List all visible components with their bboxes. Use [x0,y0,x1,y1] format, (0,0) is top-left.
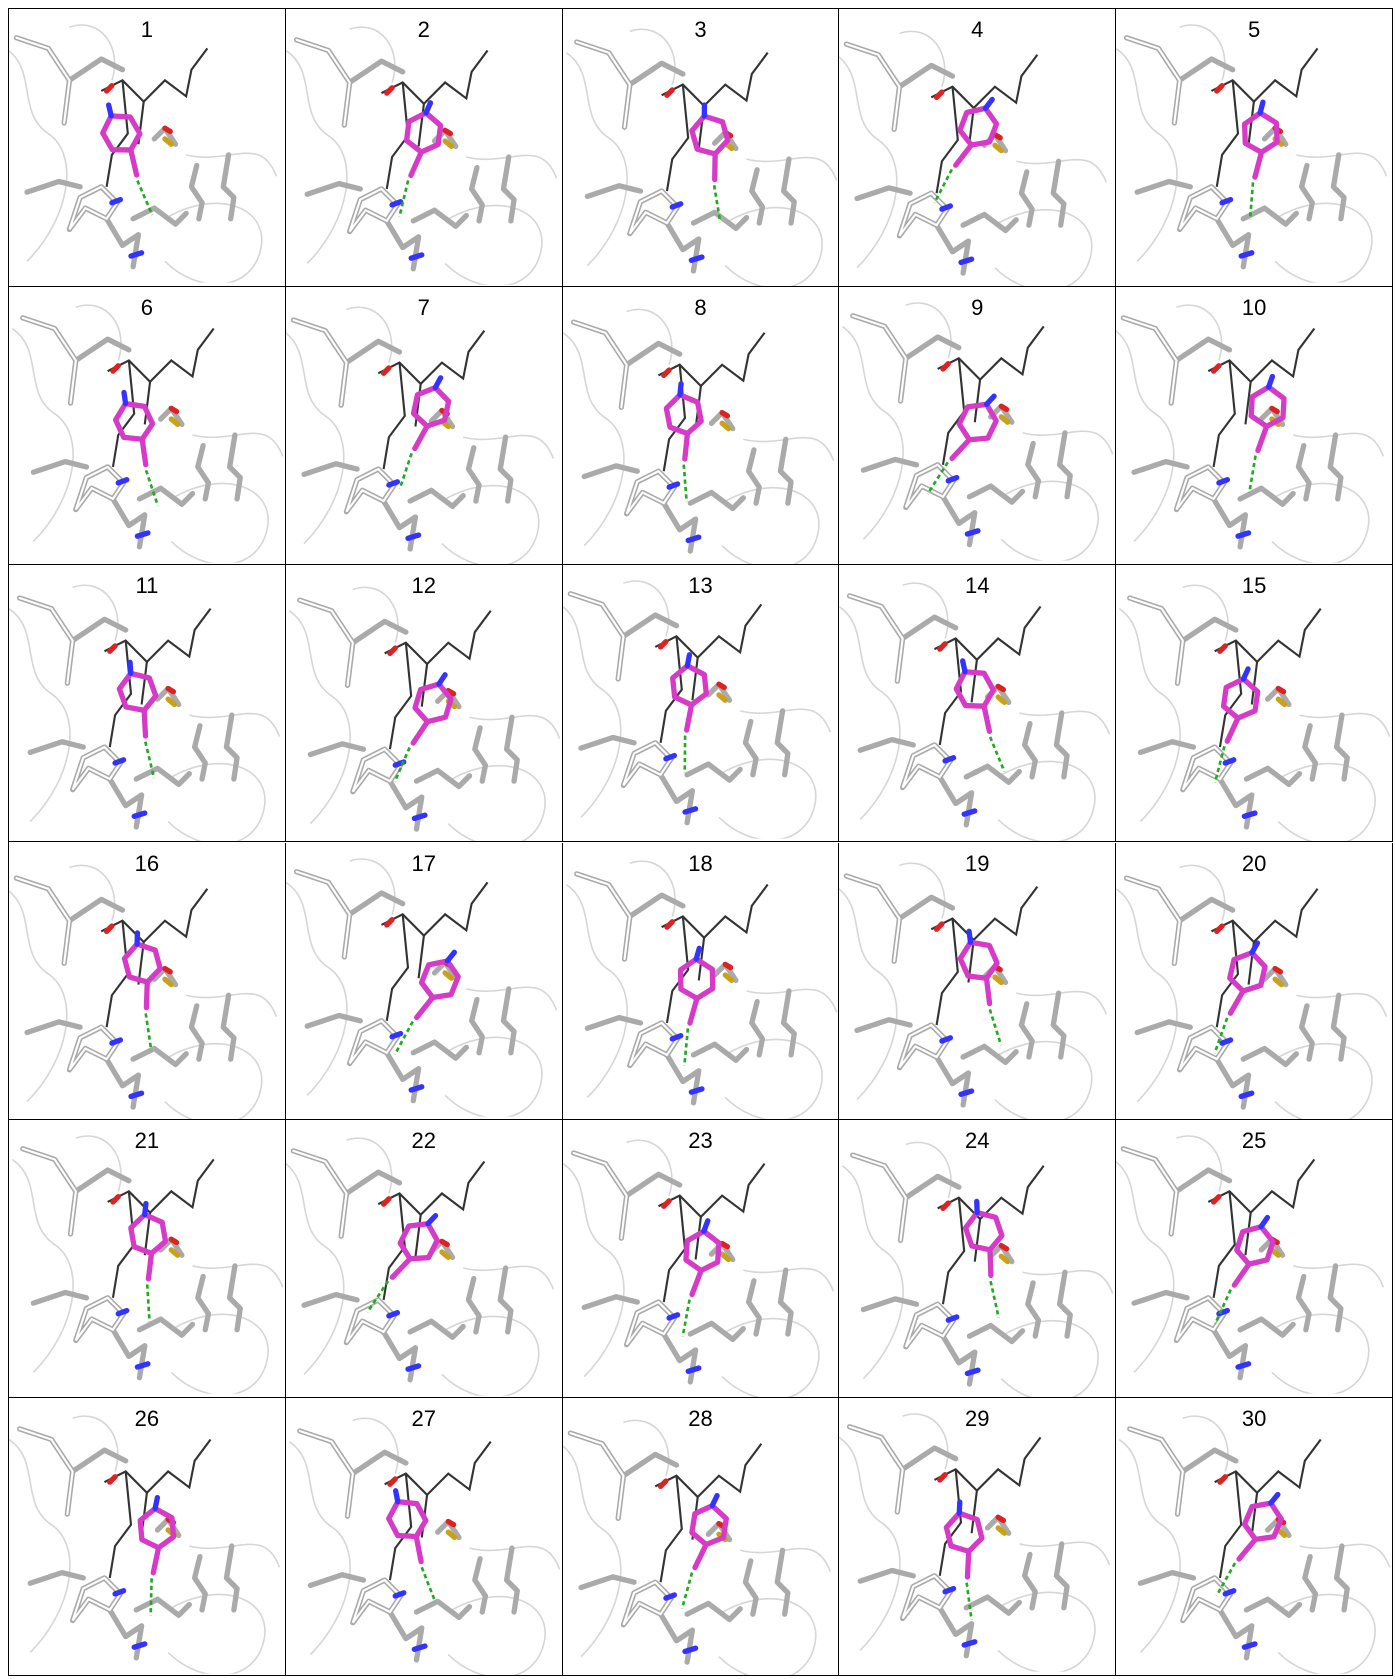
structure-image [1116,1120,1392,1397]
panel: 30 [1116,1398,1393,1676]
structure-image [9,1398,285,1675]
structure-image [1116,565,1392,842]
structure-image [1116,1398,1392,1675]
panel-number: 15 [1116,573,1392,599]
structure-image [563,1398,839,1675]
panel-number: 18 [563,851,839,877]
panel-number: 21 [9,1128,285,1154]
panel-number: 22 [286,1128,562,1154]
panel: 23 [563,1120,840,1398]
panel: 13 [563,565,840,843]
structure-image [286,287,562,564]
structure-image [286,843,562,1120]
panel: 21 [9,1120,286,1398]
panel: 18 [563,843,840,1121]
structure-image [286,1120,562,1397]
panel-number: 4 [839,17,1115,43]
structure-image [839,287,1115,564]
structure-image [563,843,839,1120]
panel: 20 [1116,843,1393,1121]
structure-image [563,287,839,564]
panel-number: 6 [9,295,285,321]
panel: 10 [1116,287,1393,565]
panel-number: 17 [286,851,562,877]
panel-number: 24 [839,1128,1115,1154]
structure-image [839,843,1115,1120]
panel: 6 [9,287,286,565]
panel-number: 29 [839,1406,1115,1432]
panel: 24 [839,1120,1116,1398]
panel-number: 1 [9,17,285,43]
panel-number: 16 [9,851,285,877]
panel-number: 20 [1116,851,1392,877]
structure-image [9,9,285,286]
structure-image [839,9,1115,286]
structure-image [286,9,562,286]
panel-number: 19 [839,851,1115,877]
panel-number: 9 [839,295,1115,321]
panel-number: 11 [9,573,285,599]
structure-image [9,287,285,564]
panel: 8 [563,287,840,565]
panel: 25 [1116,1120,1393,1398]
panel-number: 7 [286,295,562,321]
panel: 4 [839,9,1116,287]
structure-image [839,1120,1115,1397]
panel: 16 [9,843,286,1121]
structure-image [1116,9,1392,286]
panel-number: 2 [286,17,562,43]
panel: 1 [9,9,286,287]
panel-number: 5 [1116,17,1392,43]
structure-image [839,565,1115,842]
panel-number: 10 [1116,295,1392,321]
panel: 7 [286,287,563,565]
structure-image [1116,843,1392,1120]
panel: 11 [9,565,286,843]
panel-number: 12 [286,573,562,599]
panel-number: 8 [563,295,839,321]
structure-image [9,1120,285,1397]
panel: 5 [1116,9,1393,287]
structure-image [839,1398,1115,1675]
structure-image [286,1398,562,1675]
panel-number: 26 [9,1406,285,1432]
panel: 22 [286,1120,563,1398]
structure-image [563,9,839,286]
panel-number: 14 [839,573,1115,599]
panel: 19 [839,843,1116,1121]
panel: 15 [1116,565,1393,843]
panel: 9 [839,287,1116,565]
panel: 14 [839,565,1116,843]
panel-number: 13 [563,573,839,599]
structure-image [286,565,562,842]
structure-image [563,565,839,842]
panel-number: 30 [1116,1406,1392,1432]
panel: 2 [286,9,563,287]
panel-number: 23 [563,1128,839,1154]
panel-number: 28 [563,1406,839,1432]
panel: 28 [563,1398,840,1676]
panel-number: 25 [1116,1128,1392,1154]
panel-number: 3 [563,17,839,43]
page: 1234567891011121314151617181920212223242… [0,0,1395,1679]
panel: 17 [286,843,563,1121]
panel: 27 [286,1398,563,1676]
panel: 29 [839,1398,1116,1676]
structure-image [9,565,285,842]
structure-image [563,1120,839,1397]
structure-image [1116,287,1392,564]
panel: 12 [286,565,563,843]
panel-number: 27 [286,1406,562,1432]
structure-image [9,843,285,1120]
panel: 26 [9,1398,286,1676]
panel: 3 [563,9,840,287]
